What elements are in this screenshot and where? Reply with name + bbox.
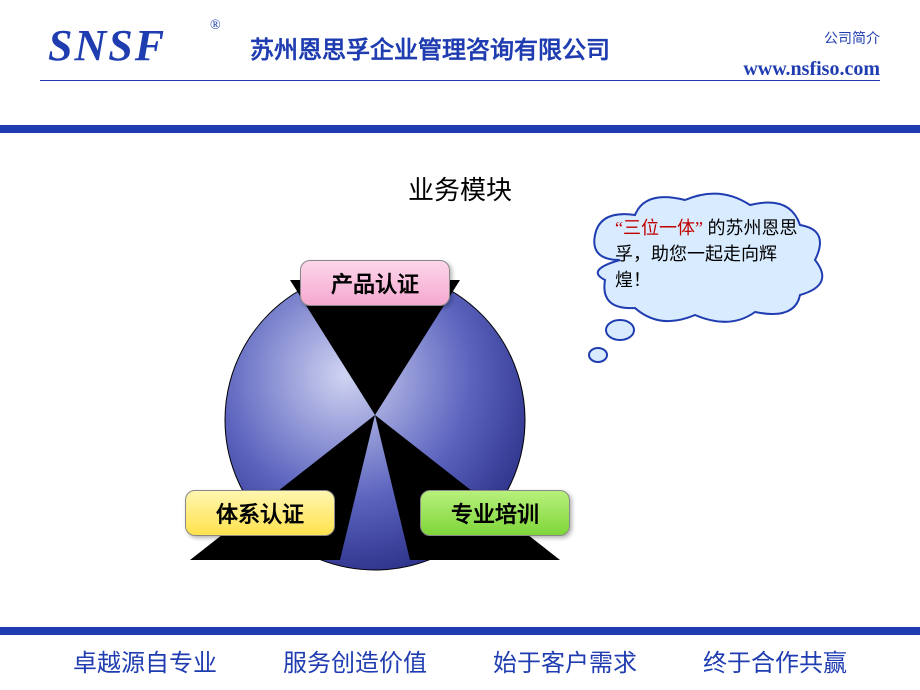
footer: 卓越源自专业 服务创造价值 始于客户需求 终于合作共赢 <box>0 640 920 680</box>
header: SNSF ® 苏州恩思孚企业管理咨询有限公司 公司简介 www.nsfiso.c… <box>0 0 920 95</box>
footer-seg-4: 终于合作共赢 <box>703 643 847 678</box>
logo-text: SNSF <box>48 20 166 71</box>
module-training: 专业培训 <box>420 490 570 536</box>
header-rule <box>40 80 880 81</box>
footer-seg-1: 卓越源自专业 <box>73 643 217 678</box>
divider-top <box>0 125 920 133</box>
cloud-bubble-2 <box>589 348 607 362</box>
header-right-label: 公司简介 <box>824 28 880 48</box>
company-name: 苏州恩思孚企业管理咨询有限公司 <box>250 30 610 65</box>
divider-bottom <box>0 627 920 635</box>
module-system-cert: 体系认证 <box>185 490 335 536</box>
cloud-bubble-1 <box>606 320 634 340</box>
callout-accent: “三位一体” <box>615 218 703 238</box>
header-url: www.nsfiso.com <box>743 58 880 81</box>
callout-text: “三位一体” 的苏州恩思孚，助您一起走向辉煌！ <box>615 215 810 293</box>
footer-seg-2: 服务创造价值 <box>283 643 427 678</box>
footer-seg-3: 始于客户需求 <box>493 643 637 678</box>
module-product-cert: 产品认证 <box>300 260 450 306</box>
registered-mark: ® <box>210 18 221 34</box>
